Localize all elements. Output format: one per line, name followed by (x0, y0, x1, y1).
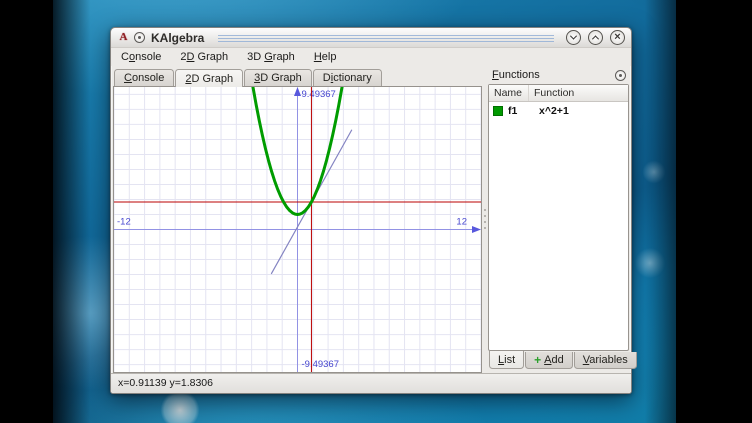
graph-pane: Console 2D Graph 3D Graph Dictionary -12… (113, 66, 482, 373)
function-plot[interactable]: -12 12 9.49367 -9.49367 (114, 87, 481, 372)
view-tab-bar: Console 2D Graph 3D Graph Dictionary (113, 66, 482, 87)
cursor-coordinates: x=0.91139 y=1.8306 (118, 377, 213, 389)
svg-text:-9.49367: -9.49367 (302, 359, 340, 370)
tab-dictionary[interactable]: Dictionary (312, 69, 382, 86)
titlebar-stripes (218, 34, 554, 43)
kalgebra-app-icon: A (119, 31, 128, 43)
functions-list: Name Function f1 x^2+1 (488, 84, 629, 351)
function-color-swatch (493, 106, 503, 116)
window-title: KAlgebra (151, 30, 205, 45)
function-row-f1[interactable]: f1 x^2+1 (489, 102, 628, 120)
dock-tab-add[interactable]: + Add (525, 352, 573, 369)
add-plus-icon: + (534, 353, 542, 367)
dock-float-icon[interactable] (615, 69, 626, 81)
column-function[interactable]: Function (534, 87, 575, 99)
status-bar: x=0.91139 y=1.8306 (111, 373, 631, 393)
menu-console[interactable]: Console (121, 51, 162, 63)
menu-help[interactable]: Help (313, 51, 337, 63)
window-menu-icon[interactable] (134, 32, 145, 43)
dock-splitter[interactable] (482, 66, 488, 373)
functions-list-header: Name Function (489, 85, 628, 102)
functions-dock: Functions Name Function f1 x^2+1 List (488, 66, 637, 373)
svg-text:9.49367: 9.49367 (302, 89, 336, 100)
graph-canvas[interactable]: -12 12 9.49367 -9.49367 (113, 86, 482, 373)
tab-3d-graph[interactable]: 3D Graph (244, 69, 312, 86)
maximize-button[interactable] (588, 30, 603, 45)
close-button[interactable]: × (610, 30, 625, 45)
chevron-up-icon (591, 35, 600, 43)
menu-3d-graph[interactable]: 3D Graph (247, 51, 295, 63)
menu-bar: Console 2D Graph 3D Graph Help (111, 48, 631, 66)
svg-text:-12: -12 (117, 217, 131, 228)
main-area: Console 2D Graph 3D Graph Dictionary -12… (111, 66, 637, 373)
dock-tab-list[interactable]: List (489, 351, 525, 369)
titlebar[interactable]: A KAlgebra × (111, 28, 631, 48)
menu-2d-graph[interactable]: 2D Graph (180, 51, 229, 63)
dock-tab-variables[interactable]: Variables (573, 352, 637, 369)
column-name[interactable]: Name (489, 85, 529, 101)
kalgebra-window: A KAlgebra × Console 2D Graph 3D Graph H… (110, 27, 637, 394)
dock-tab-bar: List + Add Variables (488, 351, 637, 373)
dock-header: Functions (488, 66, 629, 84)
tab-console[interactable]: Console (114, 69, 175, 86)
dock-title: Functions (492, 69, 540, 81)
tab-2d-graph[interactable]: 2D Graph (175, 69, 244, 87)
svg-text:12: 12 (456, 217, 467, 228)
minimize-button[interactable] (566, 30, 581, 45)
chevron-down-icon (569, 32, 578, 40)
